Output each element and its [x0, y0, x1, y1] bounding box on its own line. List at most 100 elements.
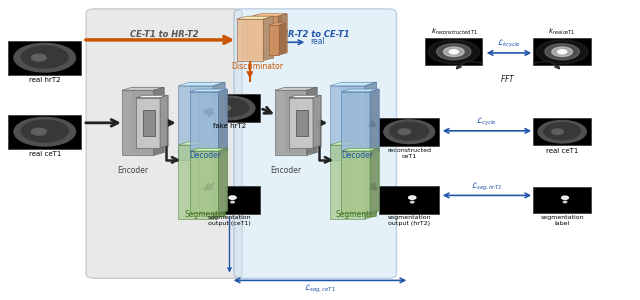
Circle shape: [436, 44, 471, 60]
Polygon shape: [136, 98, 160, 148]
Circle shape: [14, 44, 76, 72]
Circle shape: [398, 129, 410, 134]
Polygon shape: [199, 186, 260, 214]
Polygon shape: [296, 95, 321, 146]
Polygon shape: [285, 87, 317, 152]
Text: $\mathcal{L}_{seg,ceT1}$: $\mathcal{L}_{seg,ceT1}$: [304, 284, 336, 296]
Circle shape: [384, 120, 435, 143]
Polygon shape: [189, 92, 218, 154]
Text: $k_{real\,ceT1}$: $k_{real\,ceT1}$: [548, 27, 576, 37]
Text: segmentation
output (hrT2): segmentation output (hrT2): [387, 215, 431, 226]
Polygon shape: [218, 148, 227, 213]
Polygon shape: [136, 95, 168, 98]
Polygon shape: [213, 142, 225, 219]
Polygon shape: [269, 23, 285, 25]
Polygon shape: [275, 87, 317, 90]
Circle shape: [563, 201, 567, 203]
Polygon shape: [243, 16, 276, 19]
Polygon shape: [289, 95, 321, 98]
Circle shape: [552, 47, 572, 56]
Circle shape: [557, 50, 567, 54]
Text: real ceT1: real ceT1: [29, 151, 61, 157]
Polygon shape: [341, 92, 370, 154]
Circle shape: [452, 51, 455, 52]
Polygon shape: [341, 89, 379, 92]
Polygon shape: [275, 23, 285, 52]
Text: fake hrT2: fake hrT2: [213, 123, 246, 129]
Polygon shape: [178, 145, 213, 219]
Polygon shape: [237, 16, 273, 19]
Polygon shape: [534, 38, 591, 65]
Circle shape: [538, 121, 586, 143]
Text: Segmenter: Segmenter: [184, 210, 227, 219]
Text: Encoder: Encoder: [271, 166, 302, 175]
Polygon shape: [341, 142, 376, 215]
Text: segmentation
output (ceT1): segmentation output (ceT1): [208, 215, 252, 226]
Text: $\mathcal{L}_{kcycle}$: $\mathcal{L}_{kcycle}$: [497, 38, 521, 50]
Text: $\mathcal{L}_{cycle}$: $\mathcal{L}_{cycle}$: [476, 116, 497, 128]
Polygon shape: [247, 15, 282, 18]
Circle shape: [552, 129, 563, 134]
Text: $k_{reconstructed\,T1}$: $k_{reconstructed\,T1}$: [431, 27, 477, 37]
Polygon shape: [279, 23, 285, 55]
Text: real: real: [310, 37, 324, 46]
Polygon shape: [143, 110, 155, 136]
Polygon shape: [256, 15, 282, 53]
Polygon shape: [307, 87, 317, 155]
Polygon shape: [243, 19, 268, 58]
Text: real hrT2: real hrT2: [29, 77, 60, 83]
Circle shape: [410, 201, 414, 203]
Polygon shape: [237, 19, 263, 61]
Polygon shape: [341, 148, 379, 151]
Text: Encoder: Encoder: [118, 166, 149, 175]
Circle shape: [204, 96, 255, 120]
Text: $\mathcal{L}_{hrT2}$: $\mathcal{L}_{hrT2}$: [266, 28, 287, 39]
Polygon shape: [198, 148, 227, 211]
Polygon shape: [425, 38, 483, 65]
Polygon shape: [341, 151, 370, 213]
Text: HR-T2 to CE-T1: HR-T2 to CE-T1: [281, 29, 349, 38]
Polygon shape: [269, 25, 279, 55]
Polygon shape: [122, 87, 164, 90]
Circle shape: [544, 123, 580, 140]
Circle shape: [31, 128, 46, 135]
Polygon shape: [534, 118, 591, 145]
Text: real ceT1: real ceT1: [546, 148, 579, 154]
Text: Decoder: Decoder: [341, 151, 373, 160]
Polygon shape: [350, 148, 379, 211]
Text: Segmenter: Segmenter: [336, 210, 378, 219]
Polygon shape: [122, 90, 154, 155]
Polygon shape: [143, 95, 168, 146]
Polygon shape: [198, 89, 227, 151]
Polygon shape: [330, 86, 365, 160]
Polygon shape: [313, 95, 321, 148]
Polygon shape: [534, 187, 591, 213]
Polygon shape: [154, 87, 164, 155]
Polygon shape: [370, 148, 379, 213]
Polygon shape: [178, 86, 213, 160]
Circle shape: [545, 44, 579, 60]
Polygon shape: [189, 148, 227, 151]
Circle shape: [210, 98, 249, 116]
Polygon shape: [289, 98, 313, 148]
Text: Discriminator: Discriminator: [232, 62, 284, 71]
Polygon shape: [341, 82, 376, 156]
FancyBboxPatch shape: [86, 9, 243, 278]
Circle shape: [536, 40, 588, 64]
Polygon shape: [247, 18, 273, 56]
Polygon shape: [8, 115, 81, 149]
Polygon shape: [213, 82, 225, 160]
Polygon shape: [8, 40, 81, 75]
Text: $\mathit{FFT}$: $\mathit{FFT}$: [500, 74, 516, 84]
Polygon shape: [261, 14, 287, 52]
Polygon shape: [330, 82, 376, 86]
Circle shape: [219, 105, 231, 111]
Polygon shape: [268, 16, 276, 58]
Polygon shape: [275, 90, 307, 155]
Polygon shape: [278, 14, 287, 55]
Polygon shape: [189, 82, 225, 156]
Text: segmentation
label: segmentation label: [540, 215, 584, 226]
Text: $\mathcal{L}_{seg,hrT2}$: $\mathcal{L}_{seg,hrT2}$: [471, 181, 502, 193]
Polygon shape: [370, 89, 379, 154]
Polygon shape: [189, 89, 227, 92]
